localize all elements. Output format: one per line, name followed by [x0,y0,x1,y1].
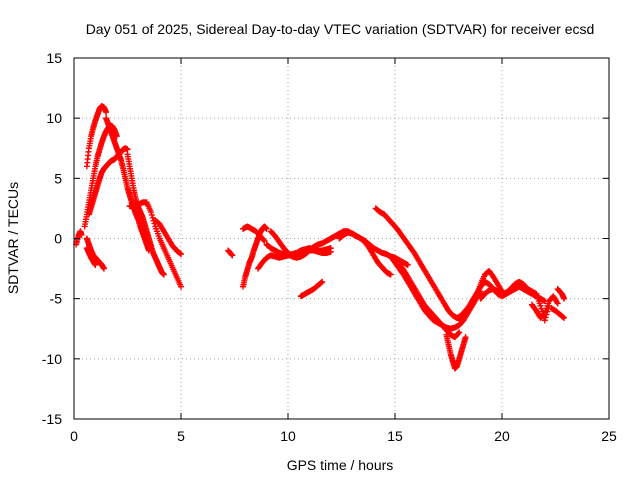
data-point [543,311,550,318]
data-point [537,302,544,309]
series-seg27 [533,290,553,324]
series-seg25 [477,278,540,302]
data-point [539,308,546,315]
y-tick-label: -15 [42,411,62,427]
data-point [387,271,394,278]
series-seg2 [83,103,110,170]
series-seg6 [124,151,167,278]
data-point [455,330,462,337]
series-seg5 [85,145,131,218]
x-tick-label: 10 [280,428,296,444]
grid [74,58,609,419]
data-point [561,314,568,321]
series-seg16 [263,241,334,259]
ticks: 0 5 10 15 20 25 -15 -10 -5 0 5 10 15 [42,50,617,444]
x-tick-label: 0 [70,428,78,444]
data-point [542,314,549,321]
data-point [113,133,120,140]
y-axis-label: SDTVAR / TECUs [5,182,21,294]
data-point [561,295,568,302]
data-point [462,334,469,341]
y-tick-label: 10 [46,110,62,126]
data-point [78,231,85,238]
data-point [544,308,551,315]
data-point [228,251,235,258]
y-tick-label: 5 [54,170,62,186]
series-seg17 [297,278,326,300]
series-seg11 [225,247,236,259]
y-tick-label: 0 [54,231,62,247]
data-point [178,251,184,258]
series-seg21 [396,261,463,341]
data-point [178,283,184,290]
data-point [261,237,268,244]
series-seg9 [83,235,107,272]
chart-title: Day 051 of 2025, Sidereal Day-to-day VTE… [86,21,595,37]
data-point [160,271,167,278]
data-point [263,225,270,232]
series-seg28 [548,305,568,321]
data-point [560,314,567,321]
series-seg29 [554,286,568,302]
series-seg12 [240,223,270,290]
data-point [177,250,184,257]
series-seg4 [81,122,120,230]
x-tick-label: 20 [494,428,510,444]
data-point [260,236,267,243]
data-point [229,252,236,259]
data-point [148,211,155,218]
data-point [404,261,411,268]
data-point [100,265,107,272]
data-point [92,261,99,268]
x-tick-label: 15 [387,428,403,444]
x-axis-label: GPS time / hours [287,457,394,473]
data-point [554,300,561,307]
series-seg10 [83,245,99,268]
y-tick-label: -10 [42,351,62,367]
series-seg13 [240,223,268,244]
data-point [327,248,334,255]
series-seg8 [152,217,184,258]
y-tick-label: -5 [50,291,63,307]
y-tick-label: 15 [46,50,62,66]
x-tick-label: 25 [601,428,617,444]
series-seg24 [469,267,505,307]
series-seg23 [456,278,548,324]
x-tick-label: 5 [177,428,185,444]
data-point [456,329,463,336]
data-point [538,305,545,312]
data-point [541,317,548,324]
series-seg7 [126,199,184,290]
series-seg1 [73,228,85,248]
data-point [148,209,155,216]
series-seg22 [443,331,469,372]
data-points [73,103,568,372]
data-point [103,109,110,116]
data-point [318,279,325,286]
data-point [319,278,326,285]
